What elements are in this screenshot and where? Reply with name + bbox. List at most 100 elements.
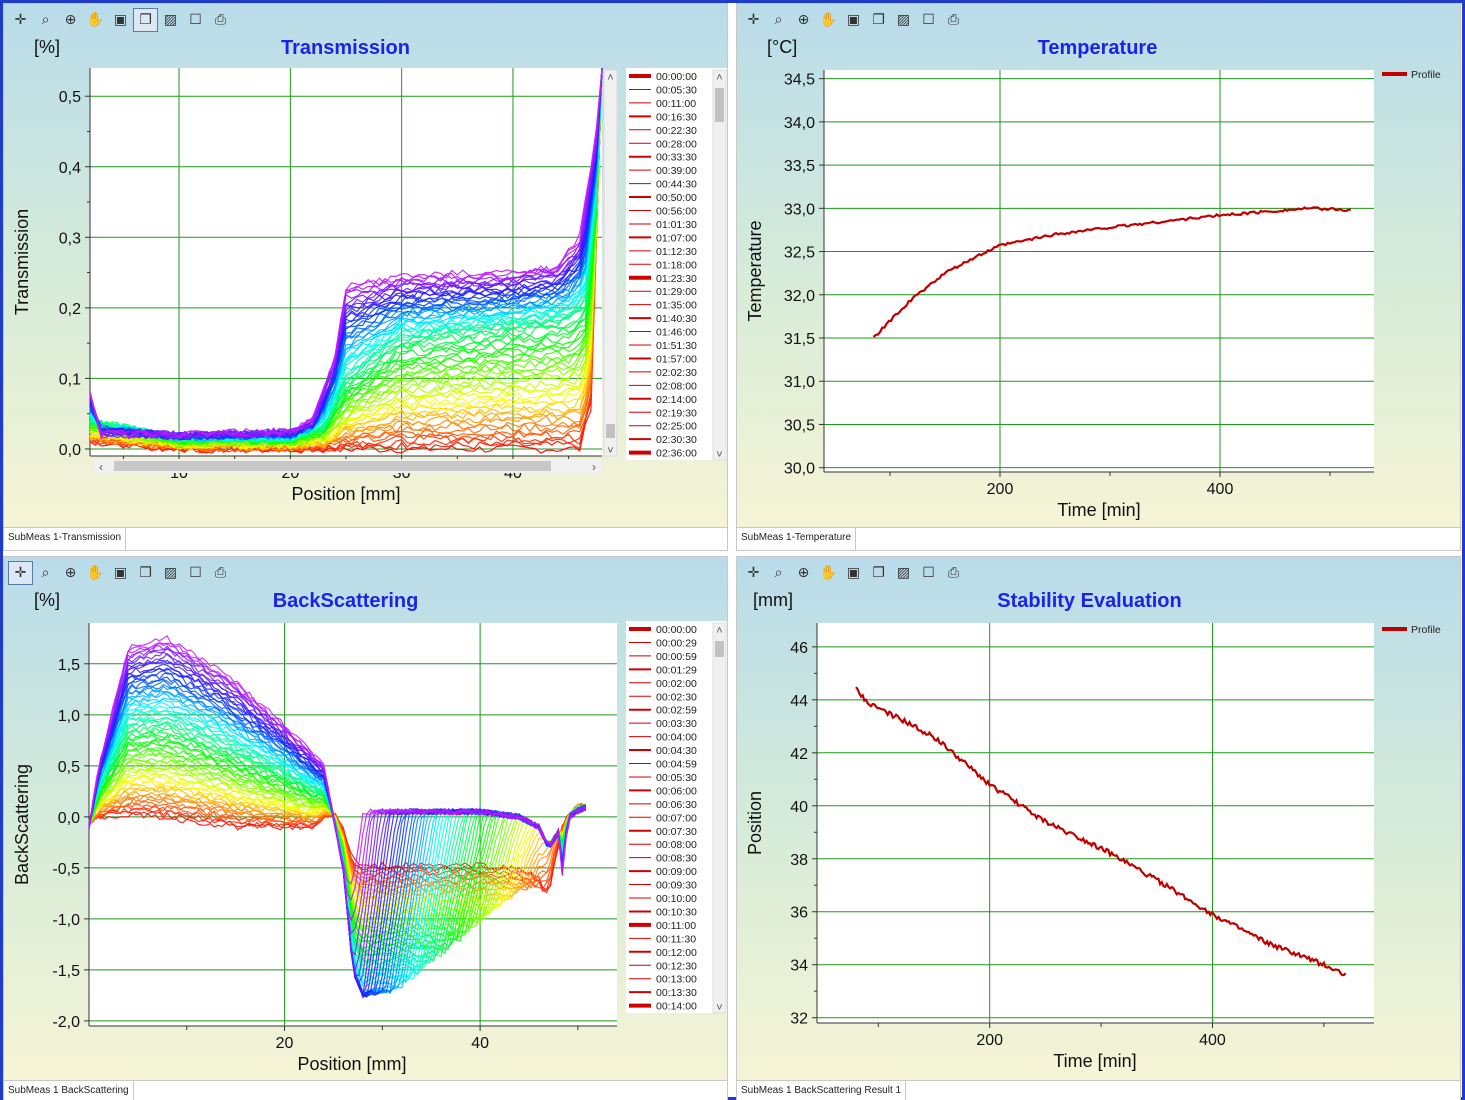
legend-label: Profile <box>1411 69 1441 81</box>
tab-stability[interactable]: SubMeas 1 BackScattering Result 1 <box>737 1081 907 1100</box>
legend-v-scrollbar-thumb[interactable] <box>715 88 724 122</box>
y-tick-label: 34,5 <box>784 72 815 89</box>
zoom-window-icon[interactable]: ⊕ <box>64 565 77 581</box>
backscattering-chart[interactable]: 20 40 1,5 1,0 0,5 0,0 -0,5 -1,0 -1,5 -2,0 Position… <box>4 557 728 1082</box>
y-tick-label: -1,0 <box>52 912 80 929</box>
legend-label: 00:22:30 <box>656 125 697 137</box>
save-icon[interactable]: ▣ <box>846 565 861 581</box>
plot-area <box>817 623 1374 1023</box>
y-tick-label: -1,5 <box>52 963 80 980</box>
zoom-window-icon[interactable]: ⊕ <box>797 12 810 28</box>
crosshair-icon[interactable]: ✛ <box>747 12 760 28</box>
copy-icon[interactable]: ❐ <box>133 8 158 32</box>
legend-v-scrollbar-thumb[interactable] <box>715 641 724 657</box>
legend-label: Profile <box>1411 624 1441 636</box>
legend-label: 00:11:00 <box>656 920 696 932</box>
legend-label: 00:09:00 <box>656 866 697 878</box>
copy-icon[interactable]: ❐ <box>872 12 885 28</box>
save-icon[interactable]: ▣ <box>113 12 128 28</box>
legend-label: 00:11:30 <box>656 933 696 945</box>
x-axis-title: Time [min] <box>1053 1051 1136 1071</box>
print-preview-icon[interactable]: ☐ <box>922 565 935 581</box>
legend-v-scrollbar-track[interactable] <box>712 622 727 1014</box>
export-icon[interactable]: ▨ <box>896 12 911 28</box>
x-tick-label: 40 <box>471 1035 489 1052</box>
transmission-profile-line <box>89 67 603 444</box>
legend-label: 00:08:30 <box>656 853 697 865</box>
temperature-chart[interactable]: 200 400 34,5 34,0 33,5 33,0 32,5 32,0 31,5 31,0 30… <box>737 4 1461 529</box>
print-icon[interactable]: ⎙ <box>947 565 960 581</box>
tab-temperature[interactable]: SubMeas 1-Temperature <box>737 528 857 550</box>
print-icon[interactable]: ⎙ <box>214 565 227 581</box>
y-tick-label: 32 <box>790 1011 808 1028</box>
y-axis-title: Transmission <box>12 209 32 315</box>
transmission-profile-line <box>89 68 603 439</box>
x-tick-label: 20 <box>276 1035 294 1052</box>
hand-icon[interactable]: ✋ <box>86 565 105 581</box>
x-tick-label: 400 <box>1207 481 1234 498</box>
h-scrollbar-thumb[interactable] <box>114 461 551 471</box>
temperature-toolbar: ✛ ⌕ ⊕ ✋ ▣ ❐ ▨ ☐ ⎙ <box>741 7 966 33</box>
legend-label: 00:04:30 <box>656 745 697 757</box>
y-tick-label: 40 <box>790 799 808 816</box>
transmission-profile-line <box>89 67 603 454</box>
tab-backscattering[interactable]: SubMeas 1 BackScattering <box>4 1081 134 1100</box>
copy-icon[interactable]: ❐ <box>139 565 152 581</box>
zoom-in-icon[interactable]: ⌕ <box>774 565 783 581</box>
legend-label: 00:04:59 <box>656 759 697 771</box>
legend-label: 00:06:30 <box>656 799 697 811</box>
scroll-left-arrow-icon: ‹ <box>99 460 103 474</box>
tab-transmission[interactable]: SubMeas 1-Transmission <box>4 528 127 550</box>
zoom-window-icon[interactable]: ⊕ <box>64 12 77 28</box>
legend-label: 01:51:30 <box>656 340 697 352</box>
transmission-profile-line <box>89 70 603 452</box>
legend-label: 00:04:00 <box>656 732 697 744</box>
zoom-in-icon[interactable]: ⌕ <box>41 12 50 28</box>
export-icon[interactable]: ▨ <box>163 12 178 28</box>
scroll-up-arrow-icon: ˄ <box>716 72 722 84</box>
y-tick-label: 0,2 <box>59 301 81 318</box>
plot-v-scrollbar-track[interactable] <box>603 69 618 457</box>
plot-area <box>824 70 1374 472</box>
crosshair-icon[interactable]: ✛ <box>747 565 760 581</box>
y-tick-label: 32,0 <box>784 288 815 305</box>
y-tick-label: -2,0 <box>52 1014 80 1031</box>
stability-chart[interactable]: 200 400 46 44 42 40 38 36 34 32 Time [min] Position… <box>737 557 1461 1082</box>
transmission-profile-line <box>89 67 603 441</box>
print-preview-icon[interactable]: ☐ <box>922 12 935 28</box>
print-preview-icon[interactable]: ☐ <box>189 12 202 28</box>
zoom-in-icon[interactable]: ⌕ <box>41 565 50 581</box>
export-icon[interactable]: ▨ <box>896 565 911 581</box>
legend-label: 00:28:00 <box>656 138 697 150</box>
y-tick-label: 1,5 <box>58 657 80 674</box>
hand-icon[interactable]: ✋ <box>86 12 105 28</box>
legend-label: 01:57:00 <box>656 353 697 365</box>
zoom-window-icon[interactable]: ⊕ <box>797 565 810 581</box>
print-icon[interactable]: ⎙ <box>214 12 227 28</box>
stability-toolbar: ✛ ⌕ ⊕ ✋ ▣ ❐ ▨ ☐ ⎙ <box>741 560 966 586</box>
hand-icon[interactable]: ✋ <box>819 565 838 581</box>
y-tick-label: 0,0 <box>58 810 80 827</box>
legend-label: 02:02:30 <box>656 367 697 379</box>
crosshair-icon[interactable]: ✛ <box>8 561 33 585</box>
legend-label: 00:14:00 <box>656 1001 697 1013</box>
copy-icon[interactable]: ❐ <box>872 565 885 581</box>
stability-profile-line <box>855 686 1347 977</box>
y-unit-label: [mm] <box>753 590 793 610</box>
temperature-profile-line <box>872 206 1352 338</box>
plot-v-scrollbar-thumb[interactable] <box>606 424 615 438</box>
hand-icon[interactable]: ✋ <box>819 12 838 28</box>
print-preview-icon[interactable]: ☐ <box>189 565 202 581</box>
print-icon[interactable]: ⎙ <box>947 12 960 28</box>
legend-label: 02:36:00 <box>656 448 697 460</box>
legend-v-scrollbar-track[interactable] <box>712 69 727 461</box>
export-icon[interactable]: ▨ <box>163 565 178 581</box>
crosshair-icon[interactable]: ✛ <box>14 12 27 28</box>
save-icon[interactable]: ▣ <box>846 12 861 28</box>
chart-title: Stability Evaluation <box>997 590 1182 612</box>
zoom-in-icon[interactable]: ⌕ <box>774 12 783 28</box>
legend-label: 01:46:00 <box>656 327 697 339</box>
y-tick-label: 0,5 <box>58 759 80 776</box>
save-icon[interactable]: ▣ <box>113 565 128 581</box>
